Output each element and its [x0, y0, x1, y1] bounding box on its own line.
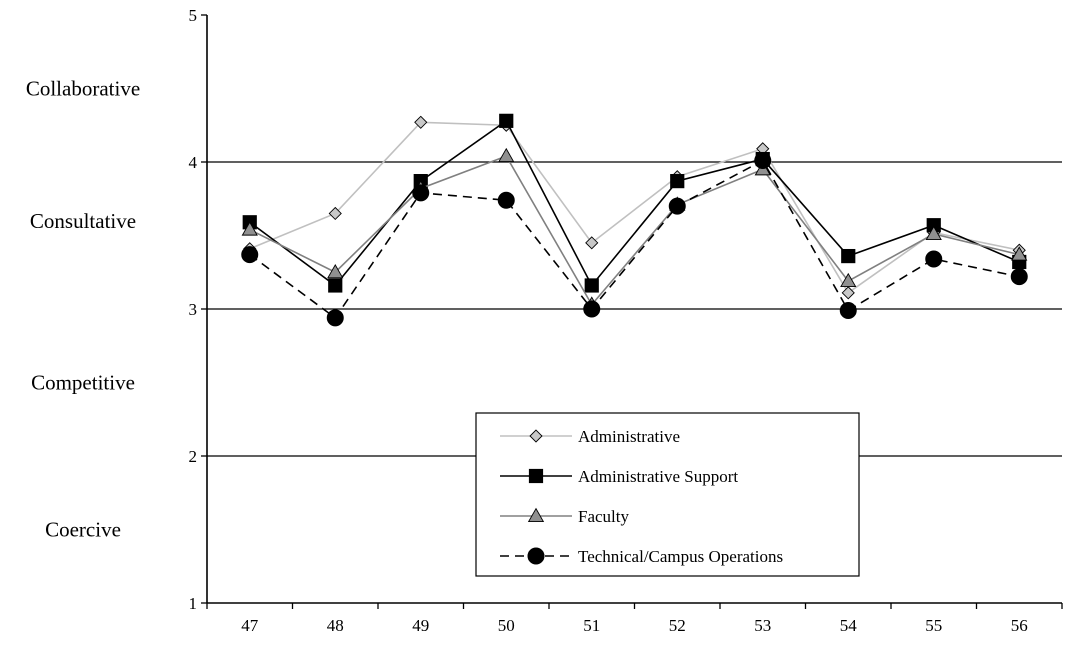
data-point [841, 248, 856, 264]
y-band-labels: Collaborative Consultative Competitive Coer… [26, 77, 140, 542]
data-point [1011, 246, 1028, 261]
data-point [668, 197, 686, 215]
legend-label: Faculty [578, 507, 629, 526]
data-point [241, 221, 258, 236]
data-point [839, 301, 857, 319]
data-point [925, 225, 942, 240]
band-label-consultative: Consultative [30, 209, 136, 233]
x-tick-label: 54 [840, 616, 858, 635]
legend-label: Technical/Campus Operations [578, 547, 783, 566]
series-line [249, 159, 1020, 319]
legend-marker [527, 547, 545, 565]
data-point [584, 278, 599, 293]
data-point [754, 152, 772, 170]
axes [201, 14, 1063, 609]
series-2 [241, 147, 1028, 311]
data-point [498, 147, 515, 163]
data-point [326, 309, 344, 327]
legend-marker [528, 468, 544, 484]
legend-label: Administrative Support [578, 467, 738, 486]
series-line [249, 121, 1020, 294]
legend: Administrative Administrative Support Facu… [475, 412, 860, 577]
legend-marker [529, 429, 543, 443]
y-tick-label: 3 [189, 300, 198, 319]
data-point [841, 286, 855, 300]
x-tick-label: 52 [669, 616, 686, 635]
data-point [670, 174, 685, 189]
data-point [412, 184, 430, 202]
data-point [414, 115, 428, 129]
data-point [585, 236, 599, 250]
data-point [241, 246, 259, 264]
legend-item: Administrative [500, 427, 680, 446]
data-point [583, 300, 601, 318]
y-tick-label: 4 [189, 153, 198, 172]
data-point [327, 263, 344, 279]
legend-item: Technical/Campus Operations [500, 547, 783, 566]
data-point [499, 113, 514, 128]
data-point [328, 278, 343, 293]
y-tick-label: 1 [189, 594, 198, 613]
data-point [1010, 268, 1028, 286]
series-line [249, 155, 1020, 306]
y-tick-label: 2 [189, 447, 198, 466]
series-0 [243, 115, 1026, 300]
x-tick-label: 51 [583, 616, 600, 635]
data-point [497, 191, 515, 209]
data-point [328, 206, 342, 221]
x-tick-label: 53 [754, 616, 771, 635]
series-1 [242, 113, 1027, 293]
data-point [840, 272, 857, 288]
legend-label: Administrative [578, 427, 680, 446]
gridlines [207, 161, 1062, 457]
x-tick-label: 55 [925, 616, 942, 635]
data-series [241, 113, 1028, 327]
x-tick-label: 56 [1011, 616, 1028, 635]
band-label-competitive: Competitive [31, 371, 135, 395]
legend-item: Administrative Support [500, 467, 738, 486]
data-point [925, 250, 943, 268]
series-3 [241, 152, 1028, 327]
band-label-coercive: Coercive [45, 518, 121, 542]
x-tick-label: 49 [412, 616, 429, 635]
series-line [249, 119, 1020, 287]
legend-item: Faculty [500, 507, 629, 526]
legend-marker [527, 507, 545, 522]
y-tick-label: 5 [189, 6, 198, 25]
x-tick-label: 47 [241, 616, 259, 635]
x-tick-label: 48 [327, 616, 344, 635]
band-label-collaborative: Collaborative [26, 77, 140, 101]
x-tick-label: 50 [498, 616, 515, 635]
tick-labels: 1 2 3 4 5 47 48 49 50 51 52 53 54 55 56 [189, 6, 1028, 635]
